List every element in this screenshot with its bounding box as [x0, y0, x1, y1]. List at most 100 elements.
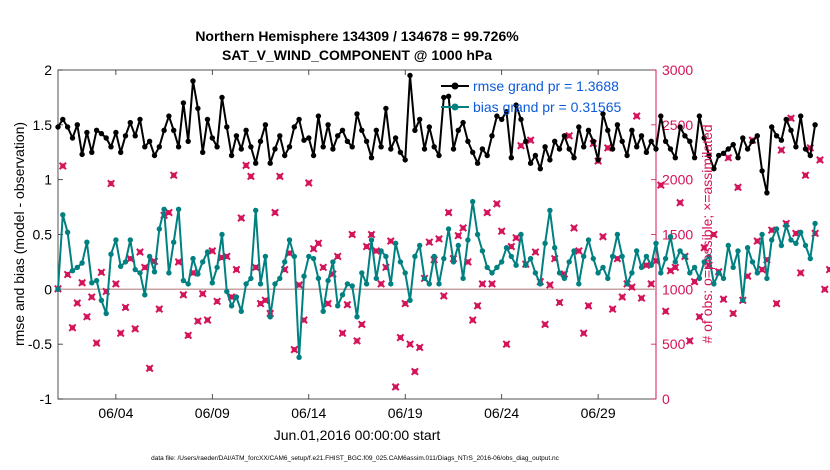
obs-assimilated-point [603, 143, 612, 152]
obs-assimilated-point [618, 293, 627, 301]
rmse-point [489, 133, 495, 139]
rmse-point [156, 144, 162, 150]
bias-point [344, 281, 351, 287]
rmse-point [450, 146, 457, 152]
bias-point [171, 239, 177, 245]
rmse-point [696, 113, 703, 119]
x-axis-label: Jun.01,2016 00:00:00 start [274, 427, 441, 443]
x-tick-label: 06/04 [98, 405, 133, 421]
chart-title-line2: SAT_V_WIND_COMPONENT @ 1000 hPa [222, 47, 492, 63]
rmse-point [595, 157, 601, 163]
obs-assimilated-point [647, 279, 656, 288]
obs-assimilated-point [406, 340, 414, 349]
obs-assimilated-point [314, 239, 323, 248]
rmse-point [417, 116, 423, 123]
bias-point [460, 275, 466, 282]
rmse-point [561, 133, 568, 139]
obs-assimilated-point [825, 265, 830, 274]
rmse-point [605, 127, 611, 133]
rmse-point [802, 146, 809, 152]
rmse-point [315, 113, 322, 119]
obs-assimilated-point [512, 233, 521, 242]
rmse-point [716, 152, 722, 159]
rmse-point [238, 146, 244, 152]
bias-point [224, 288, 230, 295]
obs-assimilated-point [290, 345, 299, 354]
bias-point [320, 308, 326, 314]
rmse-point [730, 141, 736, 148]
rmse-point [306, 135, 312, 141]
rmse-point [711, 166, 717, 172]
bias-point [200, 259, 206, 265]
series-lines [55, 72, 818, 360]
rmse-point [720, 150, 727, 156]
rmse-point [474, 160, 481, 166]
bias-point [132, 266, 138, 273]
rmse-point [783, 116, 789, 123]
rmse-point [658, 113, 664, 119]
obs-assimilated-point [425, 238, 434, 247]
bias-point [778, 242, 785, 249]
rmse-point [142, 144, 148, 150]
rmse-point [441, 94, 447, 101]
rmse-point [470, 149, 476, 155]
rmse-point [619, 138, 625, 144]
rmse-point [60, 116, 66, 123]
rmse-point [286, 144, 293, 150]
rmse-point [320, 144, 326, 150]
bias-point [310, 255, 317, 262]
legend-bias-label: bias grand pr = 0.31565 [473, 99, 621, 115]
rmse-point [793, 144, 799, 150]
rmse-point [248, 144, 254, 150]
bias-point [624, 281, 630, 287]
bias-point [701, 259, 707, 265]
rmse-point [253, 160, 259, 166]
bias-point [301, 273, 307, 279]
right-tick-label: 500 [662, 336, 686, 352]
obs-assimilated-point [478, 279, 487, 288]
right-tick-label: 1500 [662, 227, 693, 243]
bias-point [325, 277, 331, 284]
rmse-point [527, 160, 534, 166]
bias-point [716, 270, 722, 276]
rmse-point [296, 116, 302, 123]
rmse-point [744, 146, 751, 152]
rmse-point [359, 127, 365, 133]
obs-assimilated-point [497, 227, 506, 236]
obs-assimilated-point [734, 183, 742, 192]
rmse-point [629, 127, 635, 133]
bias-point [735, 248, 741, 254]
bias-point [306, 253, 312, 260]
obs-assimilated-markers [54, 112, 830, 391]
obs-assimilated-point [632, 112, 641, 120]
rmse-point [508, 155, 514, 161]
rmse-point [132, 133, 138, 139]
obs-assimilated-point [777, 146, 786, 154]
rmse-point [161, 127, 167, 133]
obs-assimilated-point [820, 285, 829, 294]
obs-assimilated-point [608, 305, 617, 313]
bias-point [84, 239, 90, 245]
obs-assimilated-point [666, 266, 675, 275]
rmse-point [310, 152, 317, 159]
bias-point [209, 280, 215, 286]
obs-assimilated-point [208, 247, 217, 255]
bias-point [253, 207, 259, 214]
bias-point [262, 253, 269, 260]
right-tick-label: 2000 [662, 172, 693, 188]
bias-point [619, 253, 625, 260]
rmse-point [677, 124, 683, 130]
rmse-point [412, 127, 418, 133]
rmse-point [701, 135, 707, 141]
rmse-point [224, 124, 230, 130]
bias-point [233, 294, 240, 300]
obs-assimilated-point [343, 300, 352, 309]
rmse-point [118, 149, 124, 155]
bias-point [445, 226, 452, 232]
rmse-point [479, 146, 486, 152]
obs-assimilated-point [502, 340, 511, 349]
bias-point [802, 242, 809, 249]
rmse-point [798, 113, 804, 119]
obs-assimilated-point [107, 179, 115, 188]
bias-point [64, 229, 71, 235]
